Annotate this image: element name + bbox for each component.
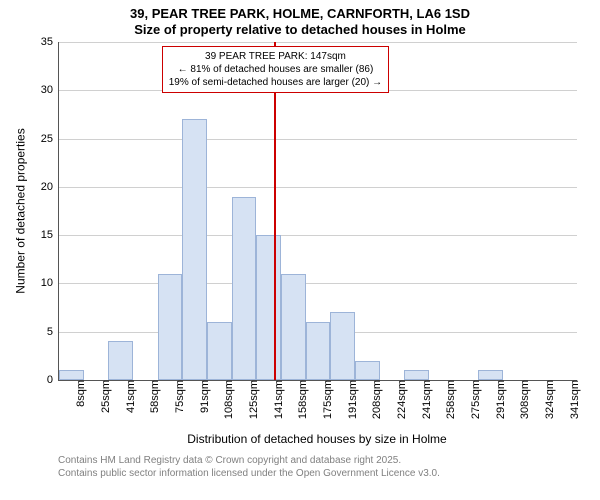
gridline	[59, 139, 577, 140]
chart-title: 39, PEAR TREE PARK, HOLME, CARNFORTH, LA…	[0, 0, 600, 39]
title-line-1: 39, PEAR TREE PARK, HOLME, CARNFORTH, LA…	[0, 6, 600, 22]
x-tick-label: 341sqm	[565, 380, 581, 419]
histogram-bar	[182, 119, 207, 380]
annotation-line: ← 81% of detached houses are smaller (86…	[169, 63, 382, 76]
x-tick-label: 8sqm	[71, 380, 87, 407]
annotation-box: 39 PEAR TREE PARK: 147sqm← 81% of detach…	[162, 46, 389, 93]
gridline	[59, 42, 577, 43]
plot-area: 051015202530358sqm25sqm41sqm58sqm75sqm91…	[58, 42, 577, 381]
histogram-bar	[59, 370, 84, 380]
gridline	[59, 283, 577, 284]
footer-attribution: Contains HM Land Registry data © Crown c…	[58, 454, 440, 480]
x-tick-label: 275sqm	[466, 380, 482, 419]
x-tick-label: 191sqm	[343, 380, 359, 419]
y-tick-label: 25	[41, 133, 59, 145]
histogram-bar	[207, 322, 232, 380]
histogram-bar	[281, 274, 306, 380]
x-tick-label: 25sqm	[96, 380, 112, 413]
x-tick-label: 141sqm	[269, 380, 285, 419]
y-tick-label: 35	[41, 36, 59, 48]
x-tick-label: 58sqm	[145, 380, 161, 413]
y-tick-label: 20	[41, 181, 59, 193]
x-tick-label: 308sqm	[515, 380, 531, 419]
histogram-bar	[478, 370, 503, 380]
annotation-line: 39 PEAR TREE PARK: 147sqm	[169, 50, 382, 63]
x-tick-label: 291sqm	[491, 380, 507, 419]
y-tick-label: 10	[41, 277, 59, 289]
chart-container: 39, PEAR TREE PARK, HOLME, CARNFORTH, LA…	[0, 0, 600, 500]
histogram-bar	[306, 322, 331, 380]
y-tick-label: 5	[47, 326, 59, 338]
y-axis-label: Number of detached properties	[14, 128, 28, 293]
x-tick-label: 324sqm	[540, 380, 556, 419]
x-tick-label: 75sqm	[170, 380, 186, 413]
gridline	[59, 235, 577, 236]
histogram-bar	[330, 312, 355, 380]
y-tick-label: 15	[41, 229, 59, 241]
footer-line-2: Contains public sector information licen…	[58, 467, 440, 480]
x-axis-label: Distribution of detached houses by size …	[58, 432, 576, 446]
x-tick-label: 241sqm	[417, 380, 433, 419]
x-tick-label: 108sqm	[219, 380, 235, 419]
x-tick-label: 258sqm	[441, 380, 457, 419]
x-tick-label: 125sqm	[244, 380, 260, 419]
x-tick-label: 208sqm	[367, 380, 383, 419]
histogram-bar	[355, 361, 380, 380]
x-tick-label: 41sqm	[121, 380, 137, 413]
histogram-bar	[232, 197, 257, 380]
x-tick-label: 91sqm	[195, 380, 211, 413]
gridline	[59, 187, 577, 188]
x-tick-label: 158sqm	[293, 380, 309, 419]
x-tick-label: 224sqm	[392, 380, 408, 419]
histogram-bar	[256, 235, 281, 380]
x-tick-label: 175sqm	[318, 380, 334, 419]
y-tick-label: 0	[47, 374, 59, 386]
histogram-bar	[158, 274, 183, 380]
y-tick-label: 30	[41, 84, 59, 96]
footer-line-1: Contains HM Land Registry data © Crown c…	[58, 454, 440, 467]
title-line-2: Size of property relative to detached ho…	[0, 22, 600, 38]
histogram-bar	[404, 370, 429, 380]
annotation-line: 19% of semi-detached houses are larger (…	[169, 76, 382, 89]
histogram-bar	[108, 341, 133, 380]
